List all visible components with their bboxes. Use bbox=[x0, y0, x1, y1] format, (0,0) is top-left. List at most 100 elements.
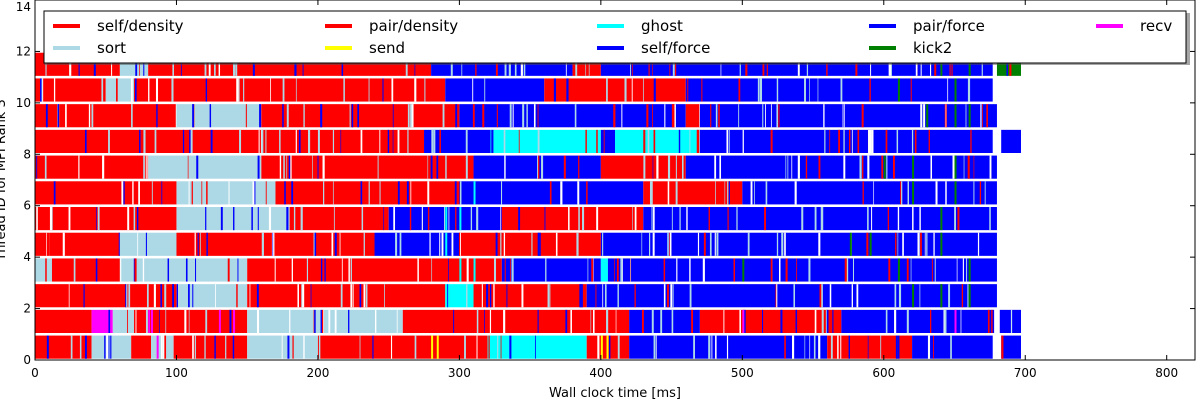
task-accent bbox=[218, 309, 221, 333]
x-axis-label: Wall clock time [ms] bbox=[549, 386, 681, 400]
task-stripe bbox=[565, 309, 568, 333]
task-stripe bbox=[663, 258, 666, 282]
task-stripe bbox=[70, 335, 73, 359]
task-stripe bbox=[762, 309, 764, 333]
task-stripe bbox=[108, 309, 111, 333]
task-stripe bbox=[146, 284, 149, 308]
task-stripe bbox=[491, 129, 494, 153]
task-stripe bbox=[989, 207, 991, 231]
task-segment bbox=[459, 232, 601, 256]
task-stripe bbox=[818, 155, 821, 179]
task-stripe bbox=[537, 104, 539, 128]
task-stripe bbox=[651, 207, 653, 231]
thread-row-9 bbox=[35, 104, 997, 128]
task-stripe bbox=[843, 129, 845, 153]
y-axis-label: Thread ID for MPI Rank 3 bbox=[0, 99, 9, 261]
task-stripe bbox=[897, 232, 899, 256]
task-stripe bbox=[818, 335, 821, 359]
task-stripe bbox=[287, 335, 290, 359]
task-stripe bbox=[613, 104, 616, 128]
task-stripe bbox=[547, 284, 550, 308]
task-stripe bbox=[537, 155, 539, 179]
task-stripe bbox=[642, 78, 644, 102]
task-stripe bbox=[312, 155, 313, 179]
task-stripe bbox=[667, 181, 670, 205]
task-stripe bbox=[509, 104, 512, 128]
thread-row-0 bbox=[35, 335, 1021, 359]
task-stripe bbox=[759, 78, 763, 102]
task-stripe bbox=[125, 284, 127, 308]
task-stripe bbox=[481, 284, 483, 308]
task-accent bbox=[606, 335, 609, 359]
task-stripe bbox=[314, 309, 316, 333]
task-stripe bbox=[697, 129, 700, 153]
thread-row-8 bbox=[35, 129, 1021, 153]
task-accent bbox=[954, 309, 957, 333]
task-segment bbox=[445, 284, 474, 308]
task-stripe bbox=[191, 181, 193, 205]
x-tick-label: 600 bbox=[872, 366, 895, 380]
task-stripe bbox=[476, 207, 479, 231]
task-stripe bbox=[320, 104, 323, 128]
task-stripe bbox=[303, 104, 305, 128]
task-segment bbox=[35, 232, 50, 256]
task-stripe bbox=[881, 155, 884, 179]
task-stripe bbox=[361, 207, 364, 231]
task-stripe bbox=[778, 104, 780, 128]
task-stripe bbox=[844, 104, 845, 128]
task-stripe bbox=[134, 78, 137, 102]
task-stripe bbox=[991, 309, 993, 333]
task-stripe bbox=[348, 258, 350, 282]
task-stripe bbox=[500, 207, 501, 231]
task-stripe bbox=[411, 104, 414, 128]
task-stripe bbox=[578, 207, 580, 231]
task-stripe bbox=[332, 181, 334, 205]
task-stripe bbox=[873, 181, 875, 205]
task-stripe bbox=[888, 258, 891, 282]
task-segment bbox=[247, 309, 403, 333]
task-stripe bbox=[820, 284, 823, 308]
task-stripe bbox=[776, 232, 778, 256]
task-stripe bbox=[324, 258, 326, 282]
task-stripe bbox=[944, 309, 947, 333]
task-stripe bbox=[374, 309, 377, 333]
task-accent bbox=[954, 181, 957, 205]
task-stripe bbox=[824, 129, 826, 153]
task-stripe bbox=[360, 181, 363, 205]
task-accent bbox=[940, 232, 943, 256]
task-stripe bbox=[602, 284, 604, 308]
task-segment bbox=[459, 104, 686, 128]
task-stripe bbox=[265, 129, 267, 153]
task-stripe bbox=[733, 258, 735, 282]
task-stripe bbox=[236, 78, 238, 102]
task-segment bbox=[176, 207, 290, 231]
task-stripe bbox=[842, 104, 844, 128]
task-stripe bbox=[930, 155, 933, 179]
axes-frame bbox=[34, 0, 1196, 361]
task-stripe bbox=[45, 104, 48, 128]
task-stripe bbox=[646, 104, 649, 128]
task-stripe bbox=[350, 284, 353, 308]
task-stripe bbox=[84, 129, 87, 153]
task-stripe bbox=[549, 284, 551, 308]
task-stripe bbox=[484, 309, 485, 333]
task-stripe bbox=[586, 181, 588, 205]
task-accent bbox=[954, 104, 957, 128]
task-stripe bbox=[350, 258, 352, 282]
task-stripe bbox=[859, 155, 862, 179]
task-stripe bbox=[689, 258, 691, 282]
task-stripe bbox=[486, 284, 489, 308]
task-segment bbox=[685, 78, 993, 102]
task-stripe bbox=[332, 129, 335, 153]
legend-items: self/density sort pair/density send ghost sel… bbox=[53, 17, 1172, 57]
thread-row-3 bbox=[35, 258, 997, 282]
task-stripe bbox=[439, 232, 441, 256]
task-stripe bbox=[522, 104, 525, 128]
task-stripe bbox=[927, 335, 931, 359]
task-segment bbox=[49, 232, 120, 256]
task-stripe bbox=[53, 181, 56, 205]
task-stripe bbox=[764, 207, 766, 231]
task-stripe bbox=[814, 207, 817, 231]
task-segment bbox=[600, 258, 608, 282]
task-stripe bbox=[257, 207, 259, 231]
